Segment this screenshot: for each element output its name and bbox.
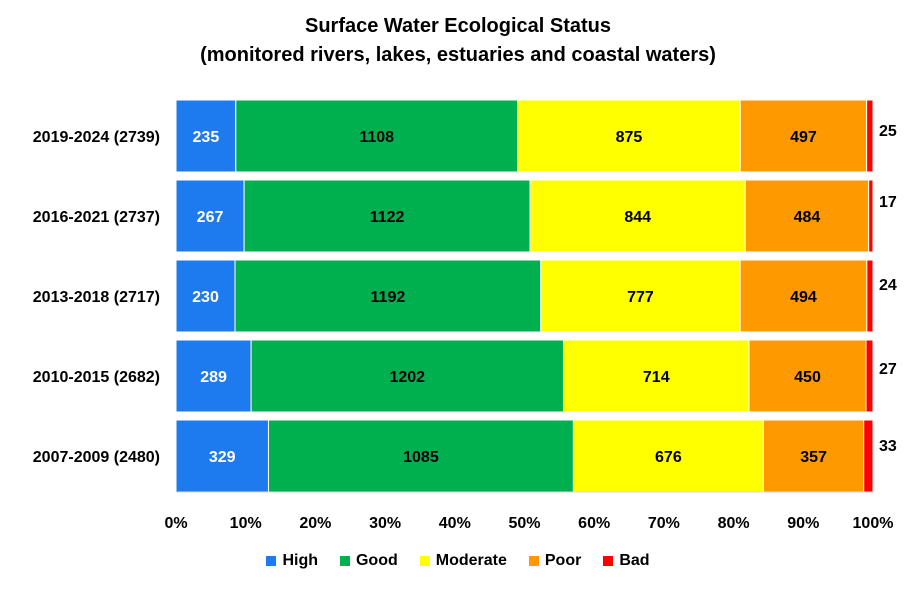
legend-label-bad: Bad (619, 552, 650, 569)
legend-swatch-moderate (419, 556, 430, 566)
bar-bad-2019-2024-2739 (866, 99, 874, 173)
legend-label-high: High (282, 552, 318, 569)
legend-label-moderate: Moderate (435, 552, 507, 569)
legend-swatch-good (339, 556, 350, 566)
bar-poor-2016-2021-2737 (744, 179, 870, 253)
x-tick-label-30: 30% (369, 515, 401, 532)
data-label-high-2013-2018-2717: 230 (192, 289, 219, 306)
data-label-bad-2013-2018-2717: 24 (879, 277, 897, 294)
data-label-bad-2019-2024-2739: 25 (879, 123, 897, 140)
bar-good-2013-2018-2717 (234, 259, 542, 333)
data-label-high-2016-2021-2737: 267 (197, 209, 224, 226)
data-label-moderate-2013-2018-2717: 777 (627, 289, 654, 306)
bar-moderate-2010-2015-2682 (562, 339, 750, 413)
bar-bad-2007-2009-2480 (863, 419, 874, 493)
category-label-2010-2015-2682: 2010-2015 (2682) (33, 369, 160, 386)
data-label-good-2007-2009-2480: 1085 (403, 449, 439, 466)
legend-item-poor: Poor (528, 552, 582, 570)
bar-poor-2013-2018-2717 (739, 259, 868, 333)
data-label-moderate-2019-2024-2739: 875 (616, 129, 643, 146)
x-tick-label-0: 0% (164, 515, 187, 532)
bar-good-2007-2009-2480 (267, 419, 574, 493)
legend-label-poor: Poor (544, 552, 582, 569)
category-label-2019-2024-2739: 2019-2024 (2739) (33, 129, 160, 146)
data-label-poor-2016-2021-2737: 484 (794, 209, 821, 226)
x-tick-label-80: 80% (718, 515, 750, 532)
data-label-bad-2016-2021-2737: 17 (879, 194, 897, 211)
x-tick-label-100: 100% (853, 515, 894, 532)
chart-subtitle: (monitored rivers, lakes, estuaries and … (200, 44, 716, 66)
data-label-moderate-2016-2021-2737: 844 (624, 209, 651, 226)
data-label-poor-2013-2018-2717: 494 (790, 289, 817, 306)
legend-item-bad: Bad (603, 552, 650, 570)
chart-title-main: Surface Water Ecological Status (304, 15, 611, 37)
bar-good-2010-2015-2682 (250, 339, 564, 413)
x-tick-label-40: 40% (439, 515, 471, 532)
data-label-good-2010-2015-2682: 1202 (389, 369, 425, 386)
legend-swatch-poor (528, 556, 539, 566)
bar-good-2016-2021-2737 (243, 179, 531, 253)
bar-high-2016-2021-2737 (175, 179, 245, 253)
data-label-moderate-2007-2009-2480: 676 (655, 449, 682, 466)
data-label-good-2013-2018-2717: 1192 (371, 289, 406, 306)
data-label-poor-2007-2009-2480: 357 (800, 449, 827, 466)
bar-moderate-2007-2009-2480 (572, 419, 764, 493)
bar-bad-2016-2021-2737 (868, 179, 874, 253)
legend-label-good: Good (355, 552, 398, 569)
bar-high-2019-2024-2739 (175, 99, 237, 173)
category-label-2016-2021-2737: 2016-2021 (2737) (33, 209, 160, 226)
bar-poor-2010-2015-2682 (748, 339, 867, 413)
bar-bad-2010-2015-2682 (865, 339, 874, 413)
data-label-poor-2010-2015-2682: 450 (794, 369, 821, 386)
bar-high-2013-2018-2717 (175, 259, 236, 333)
legend-item-good: Good (339, 552, 398, 570)
x-tick-label-50: 50% (508, 515, 540, 532)
bar-moderate-2013-2018-2717 (540, 259, 741, 333)
data-label-high-2007-2009-2480: 329 (209, 449, 236, 466)
data-label-bad-2007-2009-2480: 33 (879, 438, 897, 455)
x-tick-label-60: 60% (578, 515, 610, 532)
data-label-good-2019-2024-2739: 1108 (359, 129, 394, 146)
x-tick-label-90: 90% (787, 515, 819, 532)
bar-moderate-2016-2021-2737 (529, 179, 746, 253)
data-label-high-2010-2015-2682: 289 (200, 369, 227, 386)
legend-swatch-high (266, 556, 277, 566)
bar-poor-2007-2009-2480 (762, 419, 865, 493)
chart-title: Surface Water Ecological Status (monitor… (0, 12, 916, 70)
x-tick-label-10: 10% (230, 515, 262, 532)
bar-bad-2013-2018-2717 (866, 259, 874, 333)
x-tick-label-70: 70% (648, 515, 680, 532)
x-tick-label-20: 20% (299, 515, 331, 532)
legend-swatch-bad (603, 556, 614, 566)
data-label-moderate-2010-2015-2682: 714 (643, 369, 670, 386)
category-label-2013-2018-2717: 2013-2018 (2717) (33, 289, 160, 306)
data-label-good-2016-2021-2737: 1122 (370, 209, 405, 226)
category-label-2007-2009-2480: 2007-2009 (2480) (33, 449, 160, 466)
legend-item-moderate: Moderate (419, 552, 507, 570)
bar-high-2010-2015-2682 (175, 339, 252, 413)
legend-item-high: High (266, 552, 318, 570)
data-label-high-2019-2024-2739: 235 (193, 129, 220, 146)
chart-legend: High Good Moderate Poor Bad (0, 552, 916, 570)
bar-poor-2019-2024-2739 (739, 99, 868, 173)
data-label-poor-2019-2024-2739: 497 (790, 129, 817, 146)
bar-moderate-2019-2024-2739 (517, 99, 741, 173)
data-label-bad-2010-2015-2682: 27 (879, 361, 897, 378)
